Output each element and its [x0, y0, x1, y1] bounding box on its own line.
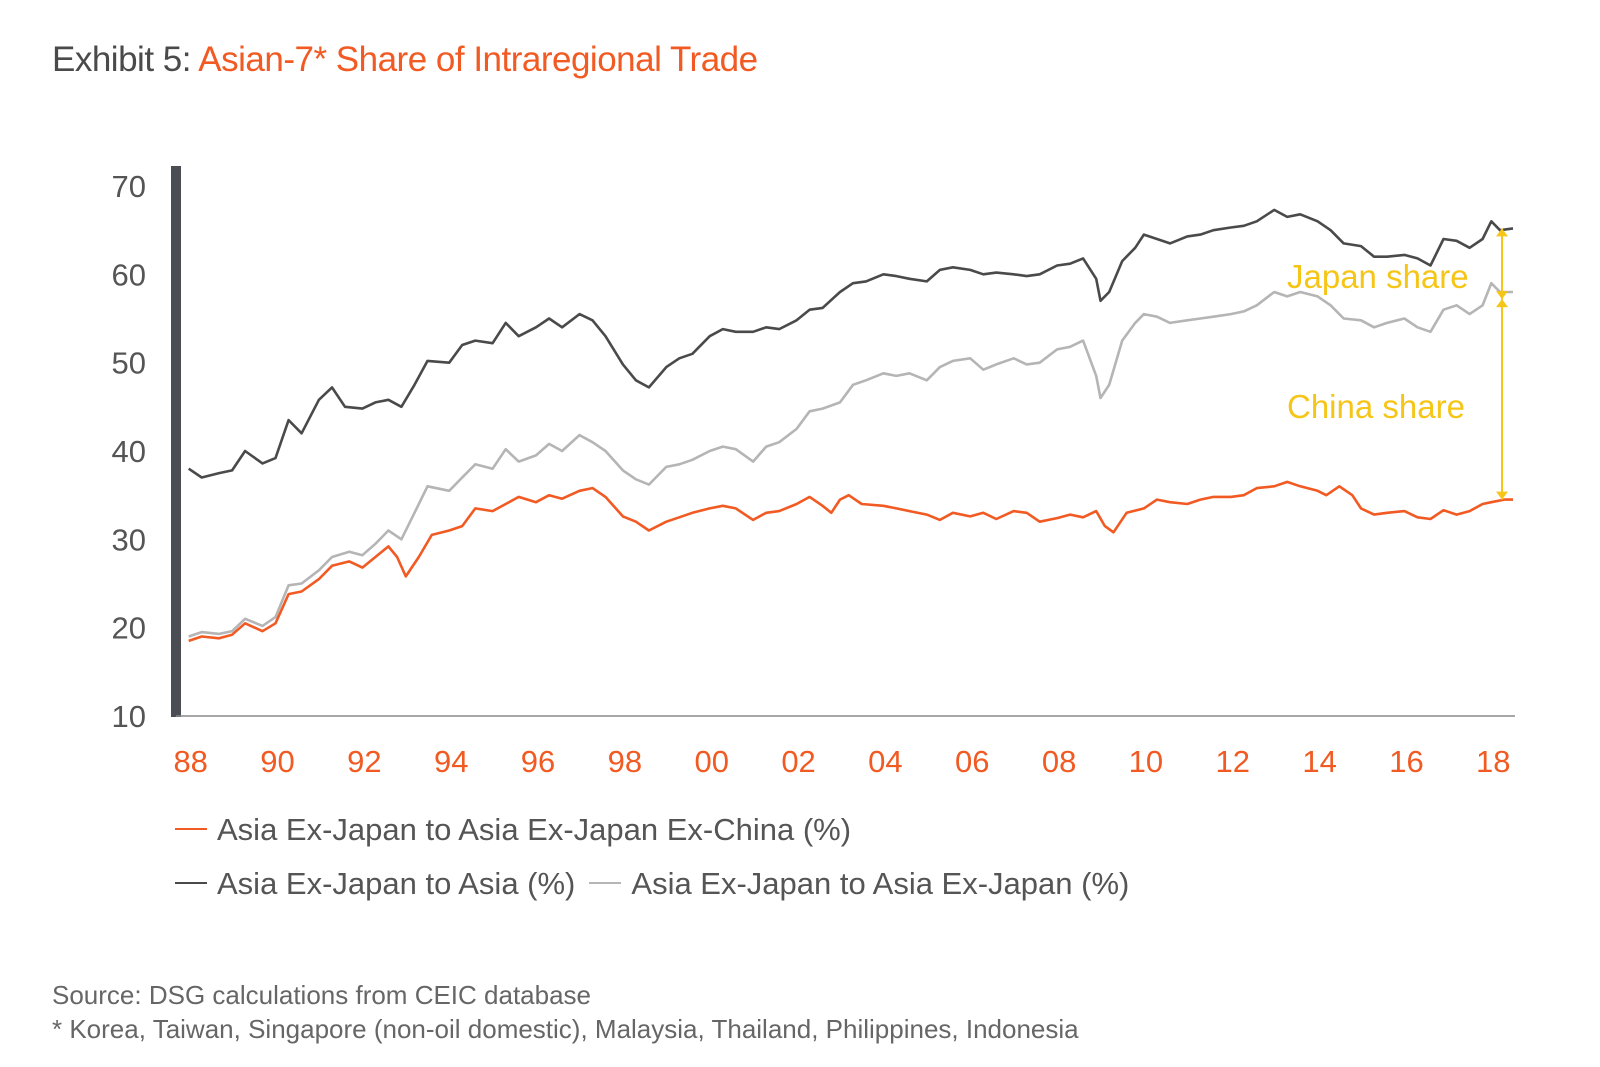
- plot-area: 10 20 30 40 50 60 70 88 90 92 94 96 98 00 02 04 06 08 10 12…: [112, 166, 1515, 779]
- chart-title: Exhibit 5: Asian-7* Share of Intraregion…: [52, 40, 758, 80]
- legend-item-ex-china: Asia Ex-Japan to Asia Ex-Japan Ex-China …: [175, 812, 851, 848]
- x-tick-label: 12: [1216, 744, 1250, 779]
- x-tick-label: 10: [1129, 744, 1163, 779]
- x-tick-label: 08: [1042, 744, 1076, 779]
- x-tick-label: 14: [1302, 744, 1336, 779]
- x-tick-label: 90: [260, 744, 294, 779]
- china-share-label: China share: [1287, 388, 1465, 425]
- arrowhead-mid-down: [1496, 291, 1508, 300]
- legend-label-ex-china: Asia Ex-Japan to Asia Ex-Japan Ex-China …: [217, 812, 852, 847]
- legend-swatch-ex-japan: [589, 881, 622, 884]
- legend-swatch-asia: [175, 881, 207, 884]
- x-tick-label: 18: [1476, 744, 1510, 779]
- x-tick-label: 04: [868, 744, 902, 779]
- y-tick-label: 10: [112, 699, 146, 734]
- y-tick-label: 60: [112, 257, 146, 292]
- arrowhead-top: [1496, 228, 1508, 237]
- legend-item-ex-japan: Asia Ex-Japan to Asia Ex-Japan (%): [589, 866, 1129, 902]
- y-axis-bar: [171, 166, 181, 717]
- title-prefix: Exhibit 5:: [52, 40, 191, 79]
- x-tick-label: 92: [347, 744, 381, 779]
- chart-notes: Source: DSG calculations from CEIC datab…: [52, 978, 1079, 1046]
- footnote: * Korea, Taiwan, Singapore (non-oil dome…: [52, 1014, 1079, 1044]
- y-tick-label: 70: [112, 169, 146, 204]
- series-line-1: [187, 208, 1514, 479]
- x-tick-label: 06: [955, 744, 989, 779]
- series-line-0: [188, 480, 1513, 643]
- legend-item-asia: Asia Ex-Japan to Asia (%): [175, 866, 575, 902]
- x-tick-label: 96: [521, 744, 555, 779]
- japan-share-label: Japan share: [1287, 258, 1469, 295]
- legend-row-1: Asia Ex-Japan to Asia Ex-Japan Ex-China …: [175, 812, 865, 848]
- source-note: Source: DSG calculations from CEIC datab…: [52, 980, 592, 1010]
- x-tick-label: 98: [608, 744, 642, 779]
- legend-row-2: Asia Ex-Japan to Asia (%) Asia Ex-Japan t…: [175, 866, 1143, 902]
- line-chart: 10 20 30 40 50 60 70 88 90 92 94 96 98 00 02 04 06 08 10 12…: [112, 166, 1515, 779]
- x-tick-label: 94: [434, 744, 468, 779]
- legend-label-asia: Asia Ex-Japan to Asia (%): [217, 866, 576, 901]
- y-tick-label: 20: [112, 611, 146, 646]
- y-tick-label: 30: [112, 522, 146, 557]
- y-tick-label: 50: [112, 346, 146, 381]
- title-main: Asian-7* Share of Intraregional Trade: [198, 40, 758, 79]
- legend-swatch-ex-china: [175, 827, 207, 830]
- x-tick-label: 88: [173, 744, 207, 779]
- series-line-2: [188, 281, 1513, 638]
- legend-label-ex-japan: Asia Ex-Japan to Asia Ex-Japan (%): [631, 866, 1130, 901]
- y-tick-label: 40: [112, 434, 146, 469]
- arrowhead-bottom: [1496, 491, 1508, 500]
- x-tick-label: 00: [694, 744, 728, 779]
- arrowhead-mid-up: [1496, 299, 1508, 308]
- x-tick-label: 02: [781, 744, 815, 779]
- x-tick-label: 16: [1389, 744, 1423, 779]
